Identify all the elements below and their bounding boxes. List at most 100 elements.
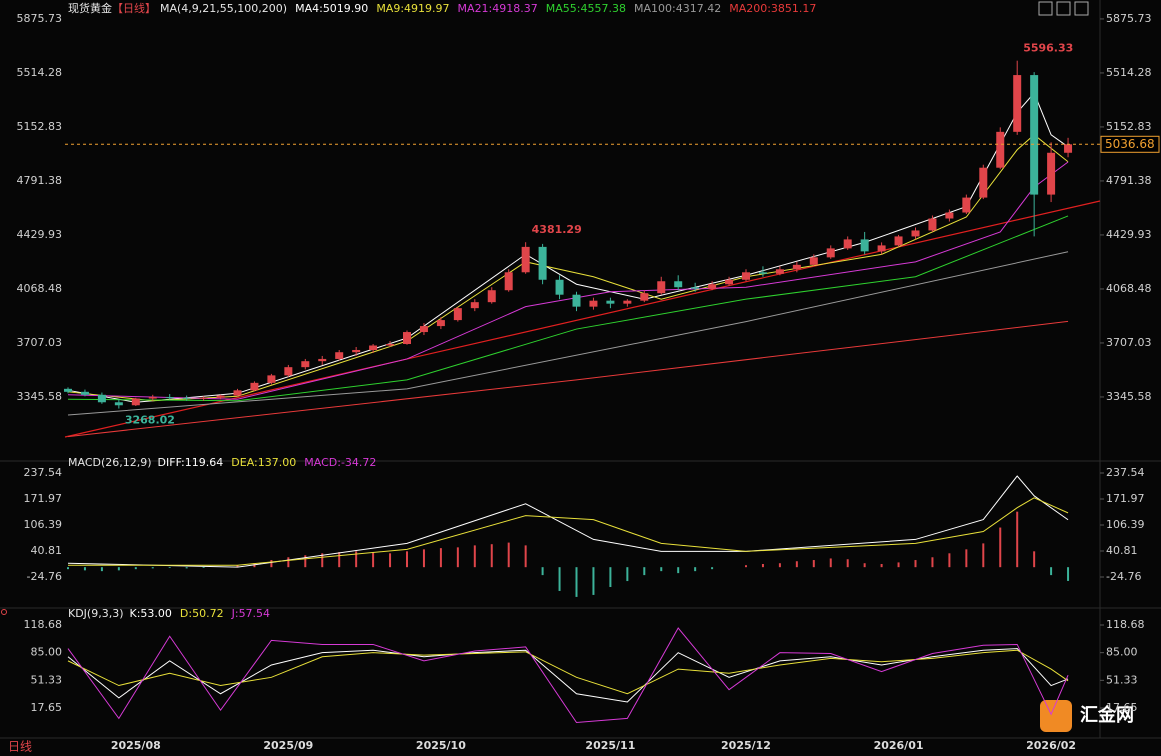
legend-text: KDJ(9,3,3) [68,607,124,620]
y-tick-label: 4429.93 [1106,228,1152,241]
candle-body [691,287,700,289]
y-tick-label: 4068.48 [17,282,63,295]
y-tick-label: 118.68 [1106,618,1145,631]
y-tick-label: 51.33 [31,673,63,686]
y-tick-label: 4791.38 [1106,174,1152,187]
candle-body [945,212,954,219]
legend-text: 现货黄金 [68,1,112,15]
indicator-line [67,648,1069,703]
candle-body [725,279,734,285]
legend-text: 4317.42 [676,2,722,15]
candle-body [504,272,513,291]
y-tick-label: 4068.48 [1106,282,1152,295]
candle-body [538,246,547,280]
candle-body [470,302,479,309]
candle-body [165,397,174,399]
candle-body [267,375,276,383]
candle-body [64,388,72,392]
y-tick-label: 40.81 [31,544,63,557]
tool-button[interactable] [1038,1,1053,16]
legend-text: MA4: [295,2,323,15]
candle-body [419,326,428,333]
y-tick-label: 3707.03 [1106,336,1152,349]
candle-body [911,230,920,237]
candle-body [877,245,886,252]
y-tick-label: 237.54 [1106,466,1145,479]
candle-body [386,344,395,346]
candle-body [843,239,852,249]
y-tick-label: 85.00 [31,646,63,659]
candle-body [284,367,293,376]
candle-body [1064,144,1073,153]
x-tick-label: 2026/02 [1026,739,1076,752]
candle-body [996,131,1005,168]
x-tick-label: 2025/12 [721,739,771,752]
candle-body [674,281,683,288]
candle-body [775,269,784,274]
candle-body [606,300,615,304]
legend-text: MACD(26,12,9) [68,456,152,469]
candle-body [962,197,971,213]
candle-body [1013,75,1022,132]
candle-body [555,279,564,295]
indicator-line [67,649,1069,695]
candle-body [809,257,818,265]
candle-body [233,390,242,396]
candle-body [826,248,835,258]
y-tick-label: 17.65 [1106,701,1138,714]
y-tick-label: 17.65 [31,701,63,714]
marker [1,609,7,615]
y-tick-label: 171.97 [24,492,63,505]
y-tick-label: 3345.58 [1106,390,1152,403]
legend-text: 5019.90 [323,2,369,15]
trend-line [64,200,1101,438]
candle-body [97,394,106,403]
y-tick-label: 4429.93 [17,228,63,241]
y-tick-label: 106.39 [1106,518,1145,531]
candle-body [131,398,140,406]
legend-text: DIFF: [158,456,185,469]
candle-body [708,284,717,289]
y-tick-label: 171.97 [1106,492,1145,505]
legend-text: 【日线】 [112,1,156,15]
y-tick-label: 85.00 [1106,646,1138,659]
candle-body [487,290,496,303]
legend-text: K: [130,607,141,620]
candle-body [318,358,327,362]
x-tick-label: 2025/08 [111,739,161,752]
candle-body [369,345,378,350]
legend-text: 57.54 [239,607,271,620]
indicator-line [67,475,1069,568]
y-tick-label: 5514.28 [17,66,63,79]
candle-body [250,382,259,391]
logo-icon [1040,700,1072,732]
period-tab[interactable]: 日线 [8,740,32,754]
price-tag [1100,135,1160,153]
tool-button[interactable] [1074,1,1089,16]
candle-body [860,239,869,252]
legend-text: MA21: [458,2,493,15]
y-tick-label: -24.76 [27,570,62,583]
legend-text: 137.00 [258,456,297,469]
candle-body [199,397,208,399]
y-tick-label: 5514.28 [1106,66,1152,79]
y-tick-label: 3707.03 [17,336,63,349]
candle-body [148,397,157,399]
y-tick-label: 106.39 [24,518,63,531]
candle-body [623,300,632,304]
candle-body [640,293,649,301]
y-tick-label: 3345.58 [17,390,63,403]
logo: 汇金网 [1080,704,1134,726]
extreme-label: 5596.33 [1023,42,1073,55]
indicator-line [67,320,1069,438]
indicator-line [68,497,1069,566]
tool-button[interactable] [1056,1,1071,16]
extreme-label: 4381.29 [532,223,582,236]
candle-body [894,236,903,246]
y-tick-label: 5875.73 [17,12,63,25]
indicator-line [67,627,1069,724]
y-tick-label: -24.76 [1106,570,1141,583]
y-tick-label: 5152.83 [1106,120,1152,133]
candle-body [80,391,89,395]
